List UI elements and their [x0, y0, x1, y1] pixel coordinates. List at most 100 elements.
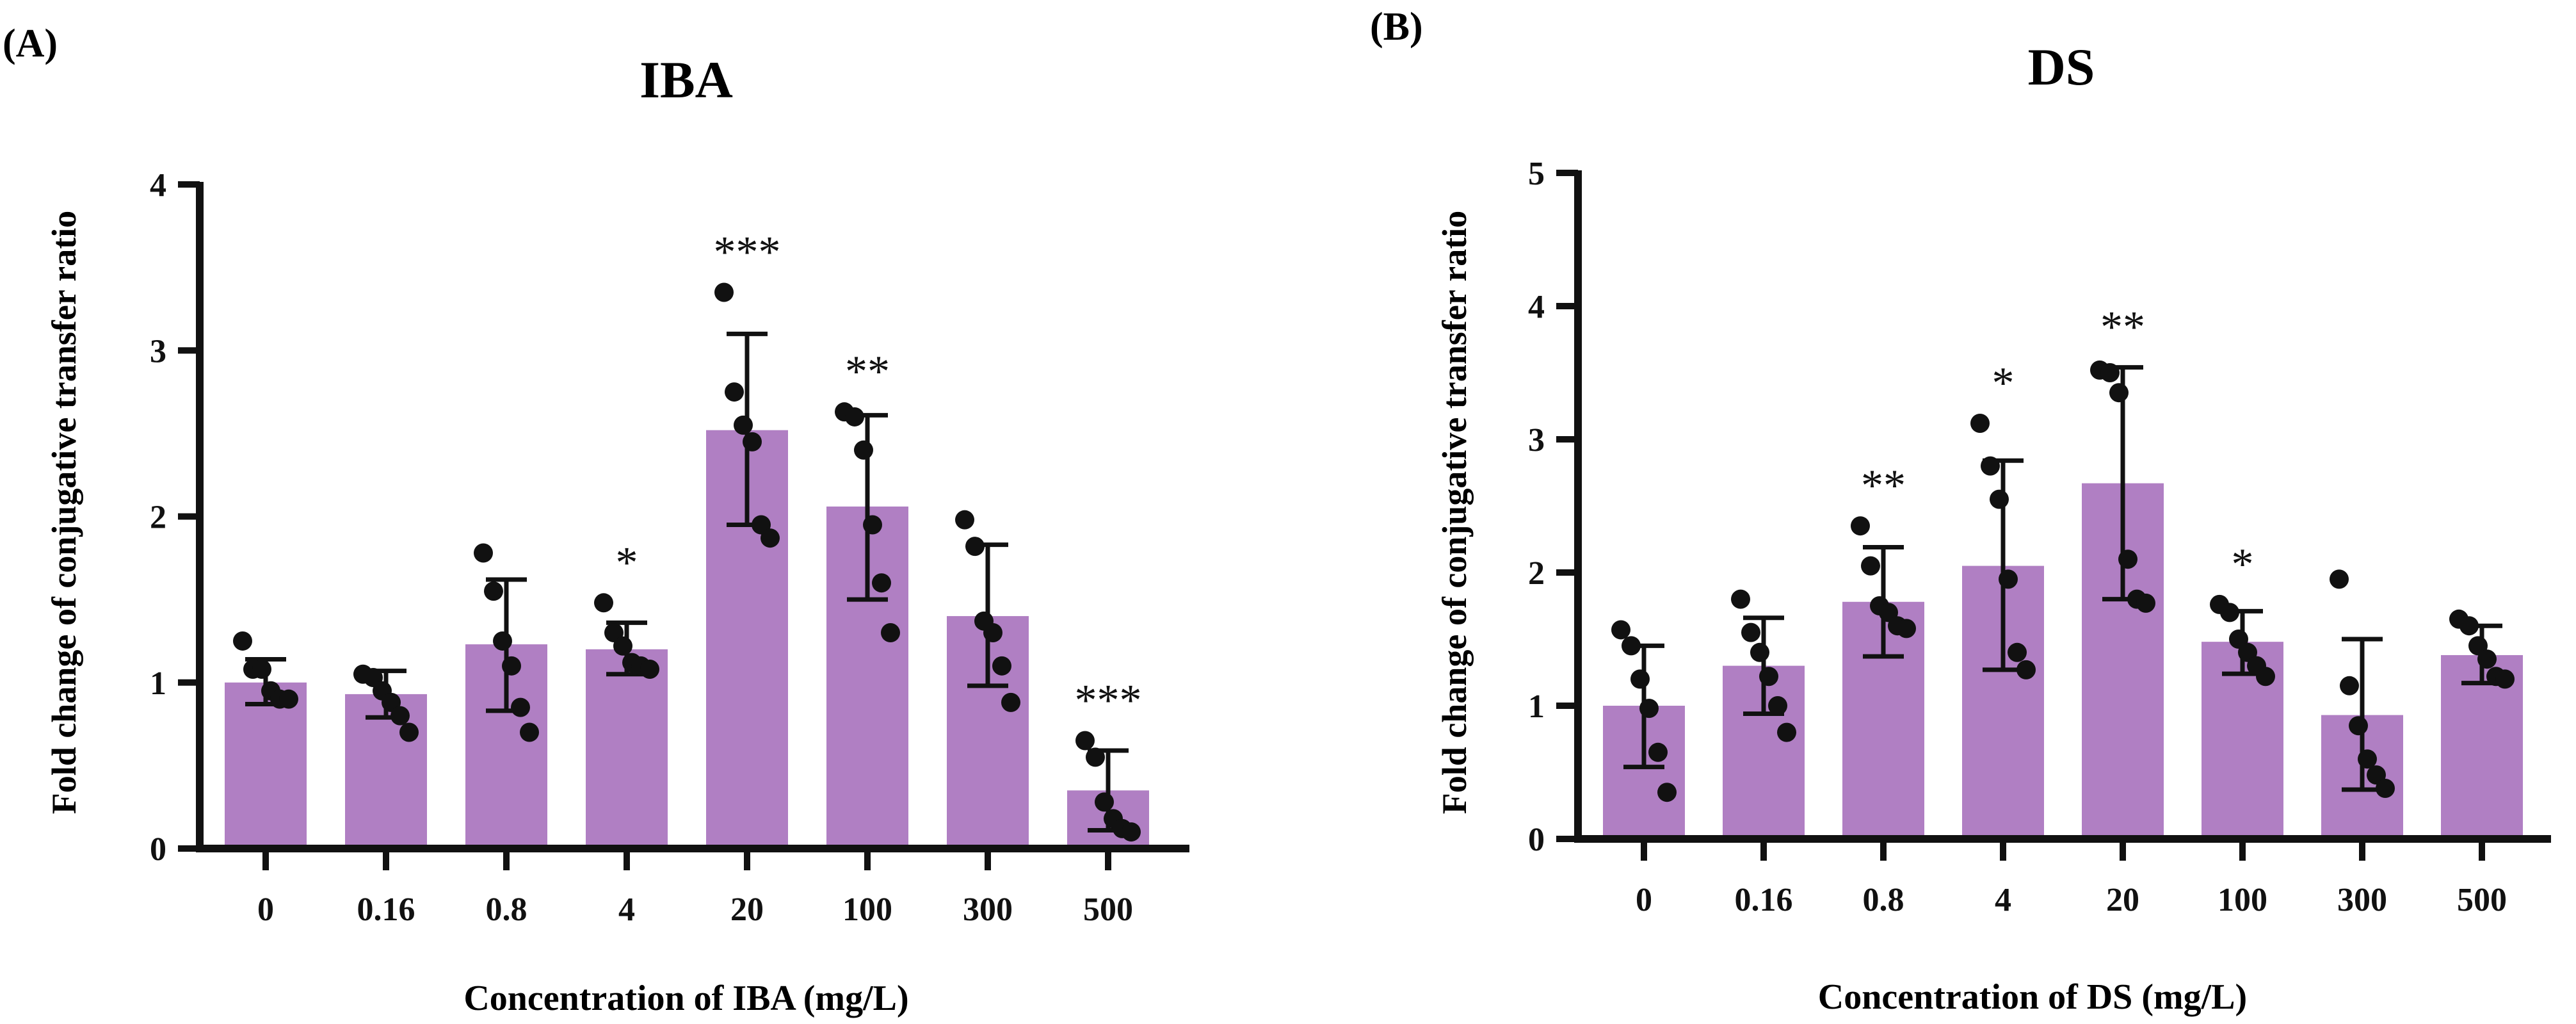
panel-a-significance-4: ***	[714, 228, 781, 277]
panel-a-point-4-1	[725, 382, 744, 402]
panel-a-xtick-label-7: 500	[1083, 891, 1133, 928]
panel-b-point-3-2	[1990, 489, 2009, 509]
panel-a-significance-3: *	[616, 538, 638, 587]
panel-b-point-6-0	[2330, 569, 2349, 589]
panel-a-x-axis-title: Concentration of IBA (mg/L)	[463, 979, 908, 1018]
panel-a-point-1-4	[390, 706, 410, 726]
panel-a-point-3-2	[613, 636, 632, 656]
panel-b-point-3-3	[1999, 569, 2018, 589]
panel-a-point-2-3	[502, 656, 521, 676]
panel-a-point-5-2	[854, 440, 873, 460]
panel-a-point-6-0	[955, 510, 974, 530]
panel-b-ytick-label-0: 0	[1528, 822, 1545, 858]
panel-a-letter: (A)	[3, 22, 58, 65]
panel-a-point-6-1	[965, 537, 985, 557]
panel-a-point-7-5	[1122, 822, 1141, 842]
panel-a-ytick-label-3: 3	[150, 333, 166, 370]
panel-b: (B) DS Fold change of conjugative transf…	[1370, 5, 2551, 1017]
panel-a-point-2-0	[474, 543, 493, 563]
panel-b-point-7-1	[2459, 616, 2479, 636]
panel-b-significance-3: *	[1992, 359, 2015, 408]
panel-a-bar-0	[225, 682, 307, 849]
panel-b-point-4-1	[2100, 363, 2120, 382]
panel-b-point-0-3	[1639, 699, 1659, 719]
panel-b-ytick-label-4: 4	[1528, 289, 1545, 325]
panel-b-ytick-label-1: 1	[1528, 688, 1545, 725]
panel-b-point-7-3	[2477, 649, 2497, 669]
panel-a-bar-3	[586, 649, 668, 849]
panel-b-point-6-5	[2376, 778, 2395, 798]
panel-b-xtick-label-2: 0.8	[1863, 882, 1904, 918]
panel-a-point-4-0	[714, 282, 734, 302]
panel-b-xtick-label-1: 0.16	[1735, 882, 1793, 918]
panel-a-point-5-4	[872, 573, 891, 593]
panel-a-point-3-0	[594, 593, 613, 613]
panel-b-point-3-4	[2008, 642, 2027, 662]
panel-a-xtick-label-3: 4	[618, 891, 635, 928]
panel-a-point-5-5	[881, 622, 900, 642]
panel-a-ytick-label-0: 0	[150, 831, 166, 868]
panel-b-significance-4: **	[2100, 303, 2145, 352]
panel-b-point-0-4	[1648, 742, 1668, 762]
panel-b-point-5-5	[2256, 667, 2275, 687]
panel-a-point-0-2	[252, 660, 271, 679]
panel-b-significance-5: *	[2232, 540, 2254, 589]
panel-b-point-1-3	[1759, 667, 1778, 687]
panel-b-point-4-3	[2118, 549, 2137, 569]
panel-b-xtick-label-4: 20	[2106, 882, 2139, 918]
panel-b-point-2-0	[1851, 516, 1870, 536]
panel-b-ytick-label-3: 3	[1528, 422, 1545, 459]
panel-b-title: DS	[2028, 38, 2095, 96]
panel-b-point-1-1	[1741, 622, 1760, 642]
panel-b-point-1-5	[1777, 722, 1796, 742]
panel-b-y-axis-title: Fold change of conjugative transfer rati…	[1435, 211, 1474, 814]
panel-b-xtick-label-7: 500	[2457, 882, 2507, 918]
panel-b-point-6-3	[2358, 749, 2377, 769]
panel-b-ytick-label-2: 2	[1528, 555, 1545, 592]
panel-b-xtick-label-0: 0	[1636, 882, 1652, 918]
panel-a-point-5-1	[845, 407, 864, 427]
panel-b-point-0-1	[1622, 636, 1641, 656]
panel-a-point-6-3	[983, 622, 1002, 642]
panel-a-point-3-5	[640, 660, 659, 679]
panel-b-point-0-5	[1657, 783, 1677, 802]
panel-b-significance-2: **	[1861, 461, 1906, 510]
panel-b-xtick-label-3: 4	[1995, 882, 2011, 918]
panel-b-letter: (B)	[1370, 5, 1423, 49]
panel-a-point-2-1	[484, 581, 503, 601]
panel-a-bar-1	[345, 694, 427, 849]
panel-b-point-0-0	[1611, 620, 1630, 640]
panel-b-point-4-2	[2109, 383, 2129, 403]
panel-a-point-2-4	[511, 697, 530, 717]
panel-a-xtick-label-6: 300	[963, 891, 1013, 928]
panel-a-significance-7: ***	[1075, 676, 1142, 725]
panel-a-xtick-label-2: 0.8	[486, 891, 527, 928]
panel-a-point-2-2	[493, 631, 512, 651]
panel-a-point-0-5	[279, 689, 298, 709]
panel-a-xtick-label-4: 20	[730, 891, 764, 928]
panel-b-xtick-label-5: 100	[2218, 882, 2267, 918]
panel-b-point-3-0	[1970, 414, 1990, 434]
panel-a-point-5-3	[863, 515, 882, 535]
panel-a-point-4-5	[761, 528, 780, 548]
panel-a-significance-5: **	[845, 347, 890, 396]
panel-a: (A) IBA Fold change of conjugative trans…	[3, 22, 1189, 1018]
panel-b-point-2-1	[1861, 556, 1880, 576]
panel-b-point-2-5	[1897, 619, 1916, 638]
panel-a-xtick-label-0: 0	[257, 891, 274, 928]
panel-b-point-3-5	[2017, 660, 2036, 679]
panel-b-point-6-2	[2349, 716, 2368, 736]
panel-a-ytick-label-1: 1	[150, 665, 166, 702]
panel-a-ytick-label-4: 4	[150, 167, 166, 204]
panel-a-point-0-0	[233, 631, 252, 651]
panel-b-xtick-label-6: 300	[2337, 882, 2387, 918]
panel-a-point-7-1	[1086, 747, 1105, 767]
panel-a-point-7-0	[1075, 731, 1095, 751]
panel-b-point-7-5	[2495, 669, 2515, 689]
panel-a-ytick-label-2: 2	[150, 500, 166, 536]
panel-b-point-0-2	[1630, 669, 1650, 689]
panel-b-point-1-2	[1750, 642, 1769, 662]
